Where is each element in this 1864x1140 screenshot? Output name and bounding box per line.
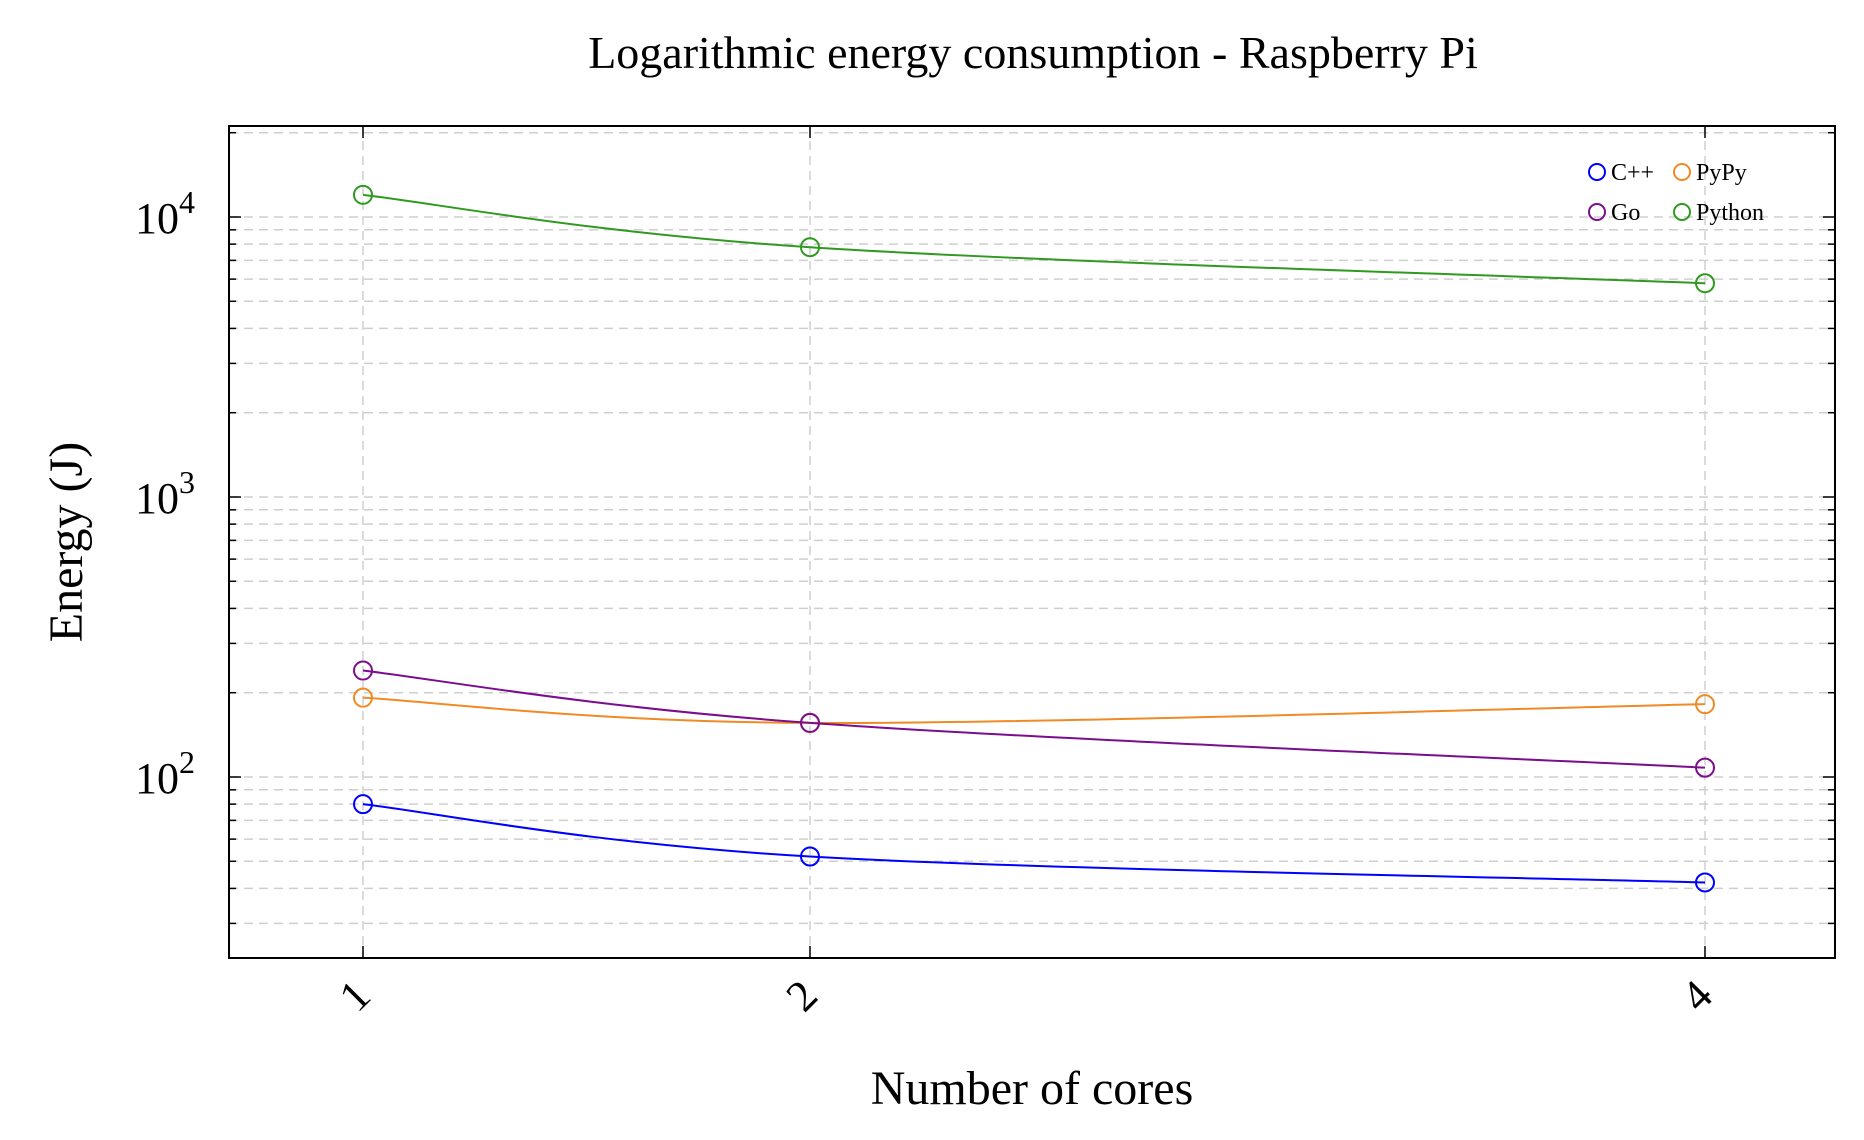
data-point xyxy=(1695,757,1715,778)
legend-marker xyxy=(1588,203,1606,221)
legend: C++ PyPy Go Python xyxy=(1588,160,1764,226)
chart-title: Logarithmic energy consumption - Raspber… xyxy=(588,27,1478,78)
data-point xyxy=(353,687,373,708)
series-line xyxy=(362,803,1706,884)
x-axis-label: Number of cores xyxy=(871,1062,1194,1115)
legend-label: Python xyxy=(1696,200,1764,226)
data-point xyxy=(800,846,820,867)
legend-marker xyxy=(1673,163,1691,181)
series-python xyxy=(353,184,1715,294)
data-point xyxy=(1695,694,1715,715)
data-point xyxy=(353,184,373,205)
data-point xyxy=(353,660,373,681)
x-tick-label: 1 xyxy=(330,971,380,1021)
legend-marker xyxy=(1673,203,1691,221)
y-tick-label: 102 xyxy=(135,744,195,803)
legend-label: C++ xyxy=(1611,160,1654,186)
plot-frame xyxy=(228,125,1836,959)
x-tick-label: 2 xyxy=(777,971,827,1021)
data-point xyxy=(353,794,373,815)
series-line xyxy=(362,696,1706,724)
series-line xyxy=(362,669,1706,769)
series-group xyxy=(353,184,1715,893)
series-pypy xyxy=(353,687,1715,733)
legend-label: Go xyxy=(1611,200,1640,226)
y-tick-label: 103 xyxy=(135,464,195,523)
data-point xyxy=(1695,872,1715,893)
data-point xyxy=(800,712,820,733)
data-point xyxy=(800,237,820,258)
data-point xyxy=(1695,273,1715,294)
y-tick-label: 104 xyxy=(135,184,195,243)
legend-marker xyxy=(1588,163,1606,181)
series-go xyxy=(353,660,1715,778)
series-line xyxy=(362,193,1706,285)
y-axis-label: Energy (J) xyxy=(40,442,93,642)
series-cpp xyxy=(353,794,1715,893)
grid xyxy=(229,126,1835,958)
legend-label: PyPy xyxy=(1696,160,1747,186)
x-tick-label: 4 xyxy=(1672,971,1722,1021)
